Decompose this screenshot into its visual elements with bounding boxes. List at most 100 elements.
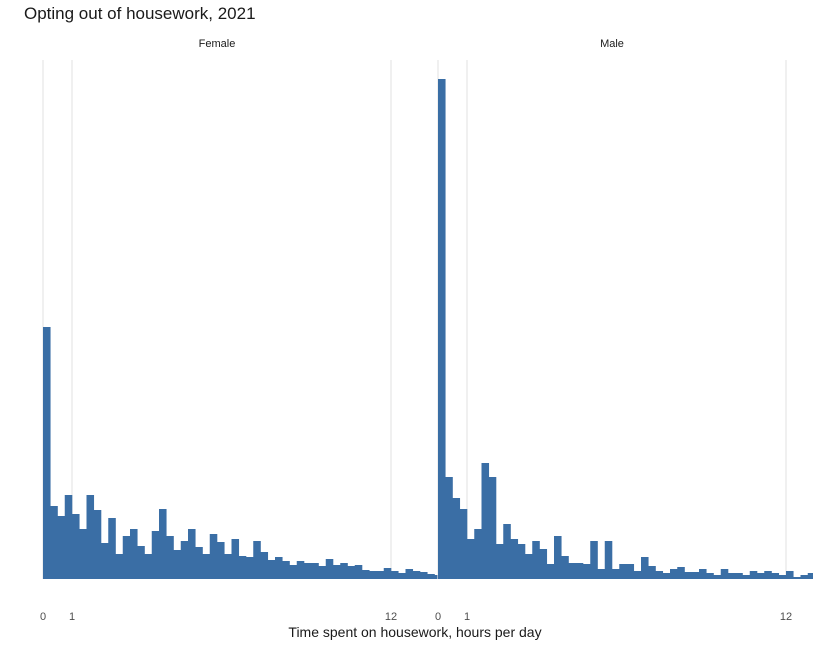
histogram-bar (253, 541, 261, 579)
x-tick-label: 12 (385, 611, 397, 623)
histogram-bar (369, 571, 377, 579)
histogram-bar (481, 463, 490, 579)
histogram-bar (735, 573, 743, 579)
histogram-bar (122, 536, 131, 579)
histogram-bar (195, 547, 203, 579)
histogram-bar (304, 563, 312, 579)
histogram-bar (72, 514, 80, 579)
histogram-bar (771, 573, 780, 579)
histogram-bar (496, 544, 504, 579)
histogram-bar (231, 539, 240, 579)
histogram-bar (677, 567, 685, 579)
histogram-bar (626, 564, 635, 579)
histogram-bar (525, 554, 533, 579)
histogram-bar (568, 563, 577, 579)
histogram-bar (619, 564, 627, 579)
bars-female (43, 327, 566, 579)
histogram-bar (130, 529, 138, 579)
histogram-bar (166, 536, 174, 579)
gridlines-female (42, 60, 392, 579)
histogram-bar (757, 573, 765, 579)
histogram-bar (474, 529, 482, 579)
histogram-bar (539, 549, 548, 579)
histogram-bar (282, 561, 290, 579)
histogram-bar (412, 571, 421, 579)
histogram-bar (64, 495, 73, 579)
histogram-bar (275, 557, 283, 579)
histogram-bar (633, 571, 642, 579)
histogram-bar (778, 575, 787, 579)
histogram-bar (554, 536, 562, 579)
histogram-bar (202, 554, 211, 579)
histogram-bar (405, 569, 414, 579)
histogram-bar (188, 529, 196, 579)
histogram-bar (612, 569, 620, 579)
histogram-bar (427, 574, 435, 579)
histogram-bar (467, 539, 475, 579)
histogram-bar (383, 568, 392, 579)
histogram-bar (209, 534, 218, 579)
histogram-bar (670, 569, 678, 579)
histogram-bar (420, 572, 428, 579)
histogram-bar (144, 554, 153, 579)
histogram-bar (510, 539, 519, 579)
histogram-bar (597, 569, 606, 579)
histogram-bar (238, 556, 247, 579)
histogram-bar (452, 498, 461, 579)
histogram-bar (173, 550, 182, 579)
histogram-bar (641, 557, 649, 579)
histogram-bar (159, 509, 167, 579)
panel-male: Male 0 1 12 (435, 38, 813, 623)
histogram-bar (311, 563, 319, 579)
histogram-bar (749, 571, 758, 579)
histogram-bar (699, 569, 707, 579)
histogram-bar (575, 563, 584, 579)
histogram-bar (43, 327, 51, 579)
histogram-bar (713, 575, 722, 579)
histogram-bar (691, 572, 700, 579)
histogram-bar (318, 566, 327, 579)
histogram-bar (742, 575, 751, 579)
x-ticks-female: 0 1 12 (40, 611, 397, 623)
histogram-bar (50, 506, 58, 579)
histogram-bar (561, 556, 569, 579)
bars-male (438, 79, 813, 579)
histogram-bar (590, 541, 598, 579)
histogram-bar (786, 571, 794, 579)
histogram-bar (93, 510, 102, 579)
panel-label-female: Female (199, 38, 236, 50)
histogram-bar (267, 560, 276, 579)
histogram-bar (79, 529, 87, 579)
chart-title: Opting out of housework, 2021 (24, 4, 256, 23)
histogram-bar (296, 561, 305, 579)
histogram-bar (260, 552, 269, 579)
histogram-bar (648, 566, 656, 579)
histogram-bar (398, 573, 406, 579)
histogram-bar (115, 554, 124, 579)
histogram-bar (438, 79, 446, 579)
histogram-bar (86, 495, 95, 579)
histogram-bar (604, 541, 613, 579)
histogram-bar (151, 531, 160, 579)
histogram-bar (289, 565, 298, 579)
histogram-bar (391, 571, 399, 579)
histogram-bar (325, 559, 334, 579)
histogram-bar (488, 477, 497, 579)
histogram-bar (728, 573, 736, 579)
histogram-bar (503, 524, 511, 579)
histogram-bar (57, 516, 66, 579)
histogram-bar (800, 575, 809, 579)
histogram-bar (532, 541, 540, 579)
histogram-bar (340, 563, 348, 579)
histogram-bar (101, 543, 109, 579)
histogram-bar (445, 477, 453, 579)
histogram-bar (517, 544, 526, 579)
histogram-bar (764, 571, 772, 579)
histogram-bar (655, 571, 664, 579)
histogram-bar (459, 509, 468, 579)
histogram-bar (108, 518, 116, 579)
x-ticks-male: 0 1 12 (435, 611, 792, 623)
x-tick-label: 1 (69, 611, 75, 623)
panel-label-male: Male (600, 38, 624, 50)
